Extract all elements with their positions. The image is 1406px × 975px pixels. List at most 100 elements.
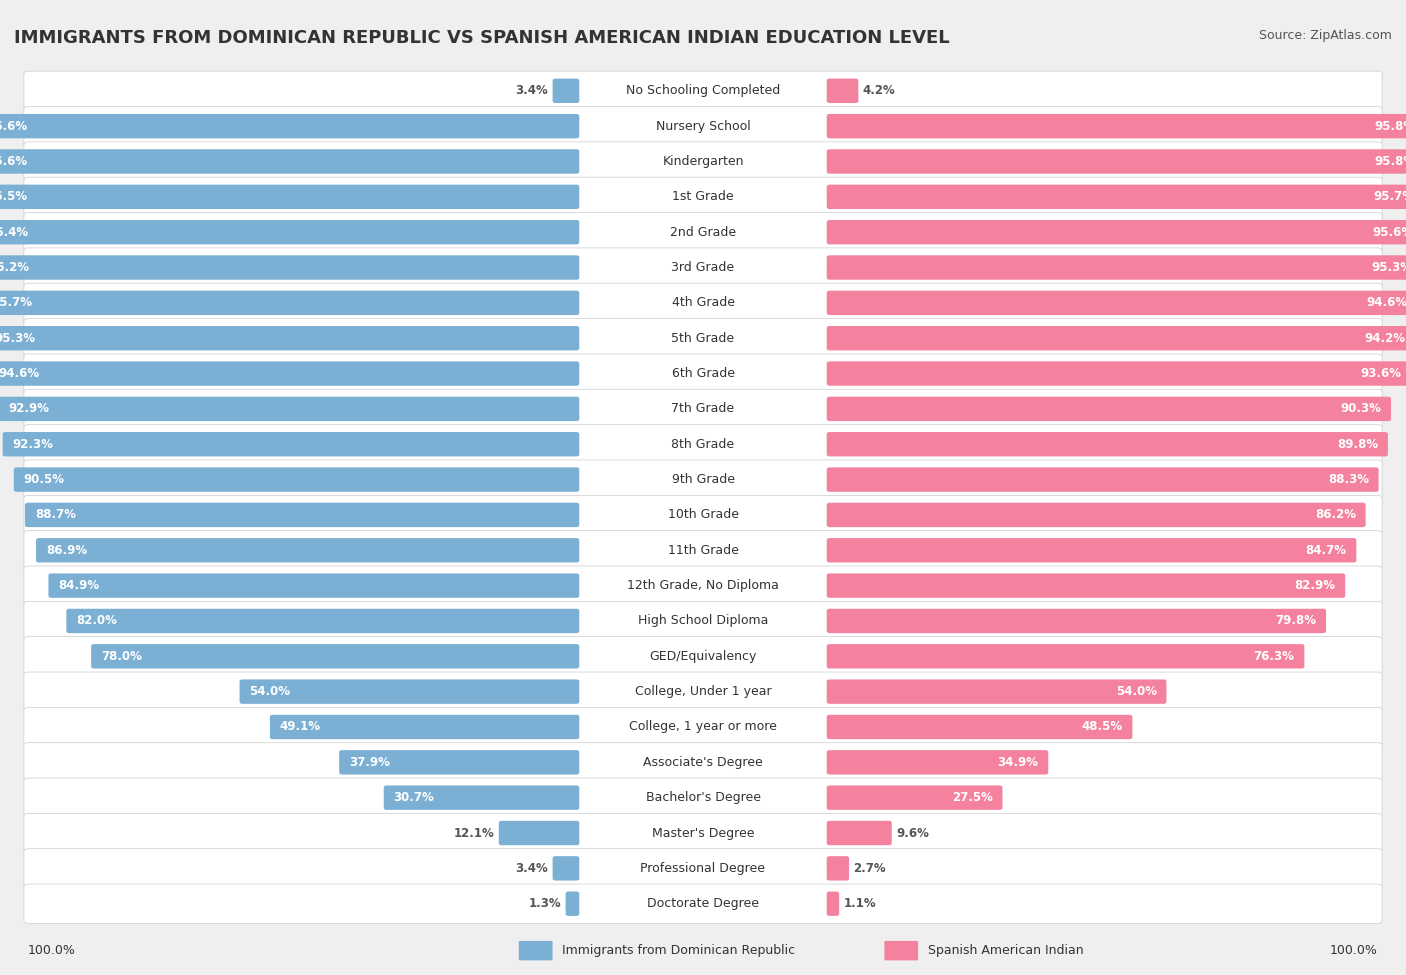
FancyBboxPatch shape xyxy=(0,255,579,280)
FancyBboxPatch shape xyxy=(827,856,849,880)
FancyBboxPatch shape xyxy=(24,460,1382,499)
FancyBboxPatch shape xyxy=(827,715,1132,739)
Text: Kindergarten: Kindergarten xyxy=(662,155,744,168)
Text: No Schooling Completed: No Schooling Completed xyxy=(626,84,780,98)
FancyBboxPatch shape xyxy=(48,573,579,598)
Text: 27.5%: 27.5% xyxy=(952,791,993,804)
FancyBboxPatch shape xyxy=(827,891,839,916)
FancyBboxPatch shape xyxy=(827,326,1406,350)
Text: 3.4%: 3.4% xyxy=(516,862,548,875)
Text: 4.2%: 4.2% xyxy=(862,84,896,98)
FancyBboxPatch shape xyxy=(91,644,579,669)
FancyBboxPatch shape xyxy=(24,141,1382,181)
Text: 90.3%: 90.3% xyxy=(1340,403,1381,415)
Text: 89.8%: 89.8% xyxy=(1337,438,1378,450)
FancyBboxPatch shape xyxy=(827,503,1365,527)
Text: 96.5%: 96.5% xyxy=(0,190,28,204)
Text: 2nd Grade: 2nd Grade xyxy=(669,225,737,239)
Text: 96.6%: 96.6% xyxy=(0,155,27,168)
FancyBboxPatch shape xyxy=(827,255,1406,280)
Text: 88.3%: 88.3% xyxy=(1327,473,1369,487)
Text: 6th Grade: 6th Grade xyxy=(672,367,734,380)
Text: 1st Grade: 1st Grade xyxy=(672,190,734,204)
Text: 3.4%: 3.4% xyxy=(516,84,548,98)
FancyBboxPatch shape xyxy=(24,602,1382,641)
FancyBboxPatch shape xyxy=(827,291,1406,315)
FancyBboxPatch shape xyxy=(827,680,1167,704)
Text: 100.0%: 100.0% xyxy=(1330,944,1378,957)
Text: Nursery School: Nursery School xyxy=(655,120,751,133)
FancyBboxPatch shape xyxy=(553,856,579,880)
FancyBboxPatch shape xyxy=(339,750,579,774)
FancyBboxPatch shape xyxy=(24,354,1382,393)
Text: 7th Grade: 7th Grade xyxy=(672,403,734,415)
Text: Master's Degree: Master's Degree xyxy=(652,827,754,839)
FancyBboxPatch shape xyxy=(827,362,1406,386)
FancyBboxPatch shape xyxy=(827,397,1391,421)
Text: 95.7%: 95.7% xyxy=(0,296,32,309)
FancyBboxPatch shape xyxy=(384,786,579,810)
FancyBboxPatch shape xyxy=(0,149,579,174)
FancyBboxPatch shape xyxy=(14,467,579,491)
FancyBboxPatch shape xyxy=(553,79,579,103)
FancyBboxPatch shape xyxy=(24,743,1382,782)
Text: 94.2%: 94.2% xyxy=(1364,332,1405,345)
FancyBboxPatch shape xyxy=(24,566,1382,605)
Text: 95.7%: 95.7% xyxy=(1374,190,1406,204)
FancyBboxPatch shape xyxy=(24,848,1382,888)
Text: 49.1%: 49.1% xyxy=(280,721,321,733)
Text: 86.2%: 86.2% xyxy=(1315,508,1355,522)
Text: 48.5%: 48.5% xyxy=(1081,721,1122,733)
FancyBboxPatch shape xyxy=(884,941,918,960)
Text: 54.0%: 54.0% xyxy=(249,685,291,698)
FancyBboxPatch shape xyxy=(827,750,1049,774)
Text: 10th Grade: 10th Grade xyxy=(668,508,738,522)
FancyBboxPatch shape xyxy=(24,319,1382,358)
Text: 2.7%: 2.7% xyxy=(853,862,886,875)
FancyBboxPatch shape xyxy=(37,538,579,563)
Text: 37.9%: 37.9% xyxy=(349,756,389,769)
Text: 4th Grade: 4th Grade xyxy=(672,296,734,309)
FancyBboxPatch shape xyxy=(0,184,579,209)
FancyBboxPatch shape xyxy=(24,213,1382,252)
FancyBboxPatch shape xyxy=(270,715,579,739)
Text: 1.1%: 1.1% xyxy=(844,897,876,911)
Text: 11th Grade: 11th Grade xyxy=(668,544,738,557)
Text: 94.6%: 94.6% xyxy=(0,367,39,380)
Text: 12th Grade, No Diploma: 12th Grade, No Diploma xyxy=(627,579,779,592)
FancyBboxPatch shape xyxy=(24,813,1382,852)
FancyBboxPatch shape xyxy=(827,538,1357,563)
Text: Immigrants from Dominican Republic: Immigrants from Dominican Republic xyxy=(562,944,796,957)
FancyBboxPatch shape xyxy=(0,220,579,245)
FancyBboxPatch shape xyxy=(239,680,579,704)
Text: Bachelor's Degree: Bachelor's Degree xyxy=(645,791,761,804)
Text: 34.9%: 34.9% xyxy=(997,756,1039,769)
Text: 79.8%: 79.8% xyxy=(1275,614,1316,628)
FancyBboxPatch shape xyxy=(24,778,1382,817)
Text: 96.2%: 96.2% xyxy=(0,261,30,274)
FancyBboxPatch shape xyxy=(827,114,1406,138)
Text: 92.9%: 92.9% xyxy=(8,403,49,415)
Text: 88.7%: 88.7% xyxy=(35,508,76,522)
Text: 100.0%: 100.0% xyxy=(28,944,76,957)
Text: 30.7%: 30.7% xyxy=(394,791,434,804)
FancyBboxPatch shape xyxy=(0,291,579,315)
FancyBboxPatch shape xyxy=(827,220,1406,245)
Text: 90.5%: 90.5% xyxy=(24,473,65,487)
FancyBboxPatch shape xyxy=(827,184,1406,209)
FancyBboxPatch shape xyxy=(3,432,579,456)
Text: 96.6%: 96.6% xyxy=(0,120,27,133)
Text: IMMIGRANTS FROM DOMINICAN REPUBLIC VS SPANISH AMERICAN INDIAN EDUCATION LEVEL: IMMIGRANTS FROM DOMINICAN REPUBLIC VS SP… xyxy=(14,29,949,47)
Text: Associate's Degree: Associate's Degree xyxy=(643,756,763,769)
FancyBboxPatch shape xyxy=(24,707,1382,747)
Text: College, Under 1 year: College, Under 1 year xyxy=(634,685,772,698)
FancyBboxPatch shape xyxy=(24,530,1382,569)
Text: Professional Degree: Professional Degree xyxy=(641,862,765,875)
FancyBboxPatch shape xyxy=(827,608,1326,633)
Text: 8th Grade: 8th Grade xyxy=(672,438,734,450)
FancyBboxPatch shape xyxy=(24,283,1382,323)
FancyBboxPatch shape xyxy=(0,326,579,350)
Text: 12.1%: 12.1% xyxy=(454,827,495,839)
Text: 95.3%: 95.3% xyxy=(1371,261,1406,274)
Text: Spanish American Indian: Spanish American Indian xyxy=(928,944,1084,957)
